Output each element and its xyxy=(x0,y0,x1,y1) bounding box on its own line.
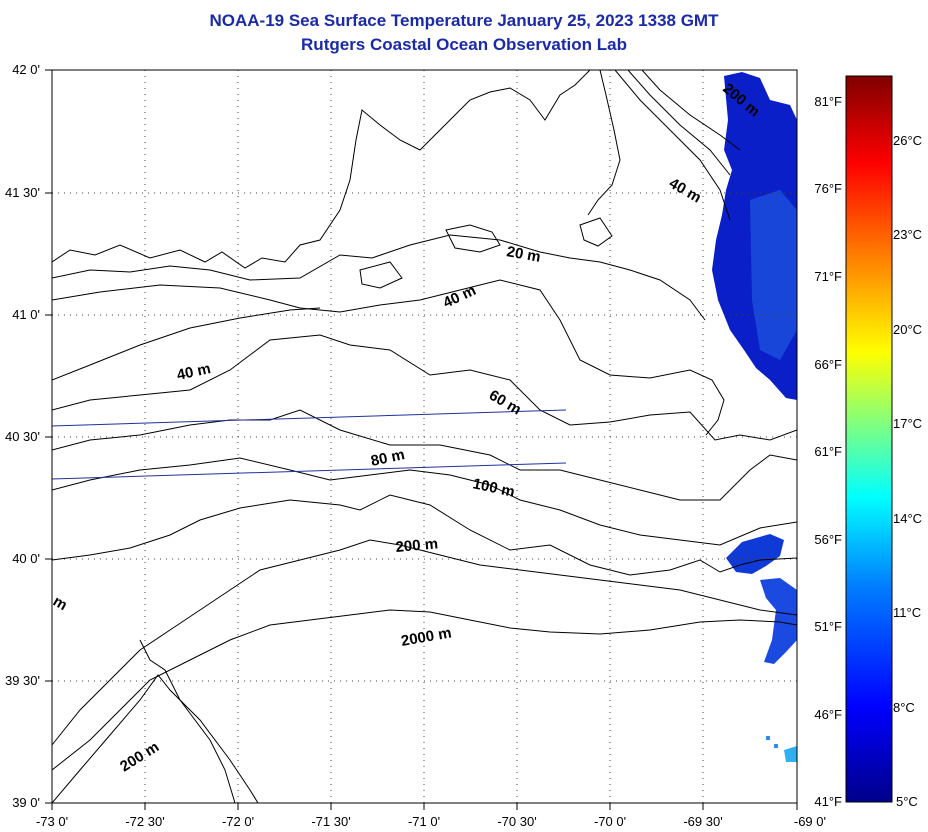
track-lines xyxy=(51,409,567,480)
fahrenheit-label: 81°F xyxy=(814,94,842,109)
depth-label-40m-gom: 40 m xyxy=(666,175,704,207)
longitude-labels: -73 0' -72 30' -72 0' -71 30' -71 0' -70… xyxy=(36,814,826,829)
lon-label: -71 0' xyxy=(408,814,440,829)
contour-40m-north xyxy=(52,279,725,436)
lon-label: -70 30' xyxy=(497,814,536,829)
sst-pixel xyxy=(774,744,778,748)
depth-label-partial: m xyxy=(50,593,70,614)
contour-deep xyxy=(52,674,259,803)
sst-data-layer xyxy=(712,72,797,762)
lat-label: 39 30' xyxy=(5,673,40,688)
lat-label: 40 30' xyxy=(5,429,40,444)
coastline-islands xyxy=(359,217,613,289)
depth-label-2000m: 2000 m xyxy=(400,624,453,650)
coastline xyxy=(52,70,621,269)
lon-label: -72 0' xyxy=(222,814,254,829)
lat-label: 40 0' xyxy=(12,551,40,566)
fahrenheit-label: 41°F xyxy=(814,794,842,809)
bathymetry-contours xyxy=(52,70,797,803)
contour-80m xyxy=(52,409,797,501)
colorbar-f-labels: 81°F 76°F 71°F 66°F 61°F 56°F 51°F 46°F … xyxy=(814,94,842,809)
depth-label-40m-nantucket: 40 m xyxy=(441,282,479,312)
contour-canyon xyxy=(139,639,236,803)
fahrenheit-label: 46°F xyxy=(814,707,842,722)
fahrenheit-label: 71°F xyxy=(814,269,842,284)
fahrenheit-label: 51°F xyxy=(814,619,842,634)
lat-label: 39 0' xyxy=(12,795,40,810)
depth-label-200m-slope: 200 m xyxy=(117,738,162,775)
fahrenheit-label: 76°F xyxy=(814,181,842,196)
contour-100m xyxy=(52,457,797,546)
celsius-label: 14°C xyxy=(893,511,922,526)
latitude-labels: 42 0' 41 30' 41 0' 40 30' 40 0' 39 30' 3… xyxy=(5,62,40,810)
lon-label: -70 0' xyxy=(594,814,626,829)
sst-pixel xyxy=(766,736,770,740)
celsius-label: 11°C xyxy=(893,605,921,620)
sst-patch-offshore-3 xyxy=(784,746,797,762)
celsius-label: 23°C xyxy=(893,227,922,242)
lat-label: 41 30' xyxy=(5,185,40,200)
celsius-label: 8°C xyxy=(893,700,915,715)
depth-label-100m: 100 m xyxy=(471,475,516,500)
celsius-label: 26°C xyxy=(893,133,922,148)
fahrenheit-label: 56°F xyxy=(814,532,842,547)
celsius-label: 20°C xyxy=(893,322,922,337)
contour-20m xyxy=(52,234,706,321)
contour-200m-slope xyxy=(52,539,797,746)
contour-60m xyxy=(52,334,797,441)
map-subtitle: Rutgers Coastal Ocean Observation Lab xyxy=(301,35,627,54)
colorbar-c-labels: 26°C 23°C 20°C 17°C 14°C 11°C 8°C 5°C xyxy=(893,133,922,809)
axis-ticks xyxy=(45,69,798,810)
depth-labels: 20 m 40 m 40 m 40 m 60 m 80 m 100 m 200 … xyxy=(50,80,763,775)
depth-label-80m: 80 m xyxy=(369,446,406,470)
lon-label: -71 30' xyxy=(311,814,350,829)
contour-gom xyxy=(614,70,741,221)
colorbar: 81°F 76°F 71°F 66°F 61°F 56°F 51°F 46°F … xyxy=(814,75,922,809)
lon-label: -69 30' xyxy=(683,814,722,829)
sst-patch-offshore-2 xyxy=(760,578,797,664)
depth-label-20m: 20 m xyxy=(505,243,542,266)
celsius-label: 17°C xyxy=(893,416,922,431)
sst-patch-cape-cod-warm xyxy=(750,190,797,360)
depth-label-40m-shelf: 40 m xyxy=(175,360,212,384)
sst-patch-offshore-1 xyxy=(726,534,784,574)
lat-label: 42 0' xyxy=(12,62,40,77)
lat-label: 41 0' xyxy=(12,307,40,322)
depth-label-200m-shelf: 200 m xyxy=(395,535,439,556)
colorbar-gradient xyxy=(845,75,893,803)
grid xyxy=(52,70,797,803)
lon-label: -72 30' xyxy=(125,814,164,829)
fahrenheit-label: 61°F xyxy=(814,444,842,459)
celsius-label: 5°C xyxy=(896,794,918,809)
lon-label: -73 0' xyxy=(36,814,68,829)
lon-label: -69 0' xyxy=(794,814,826,829)
depth-label-60m: 60 m xyxy=(486,387,524,419)
fahrenheit-label: 66°F xyxy=(814,357,842,372)
contour-40m-shelf xyxy=(52,307,321,381)
map-title: NOAA-19 Sea Surface Temperature January … xyxy=(209,11,719,30)
contour-200m-main xyxy=(52,494,797,576)
